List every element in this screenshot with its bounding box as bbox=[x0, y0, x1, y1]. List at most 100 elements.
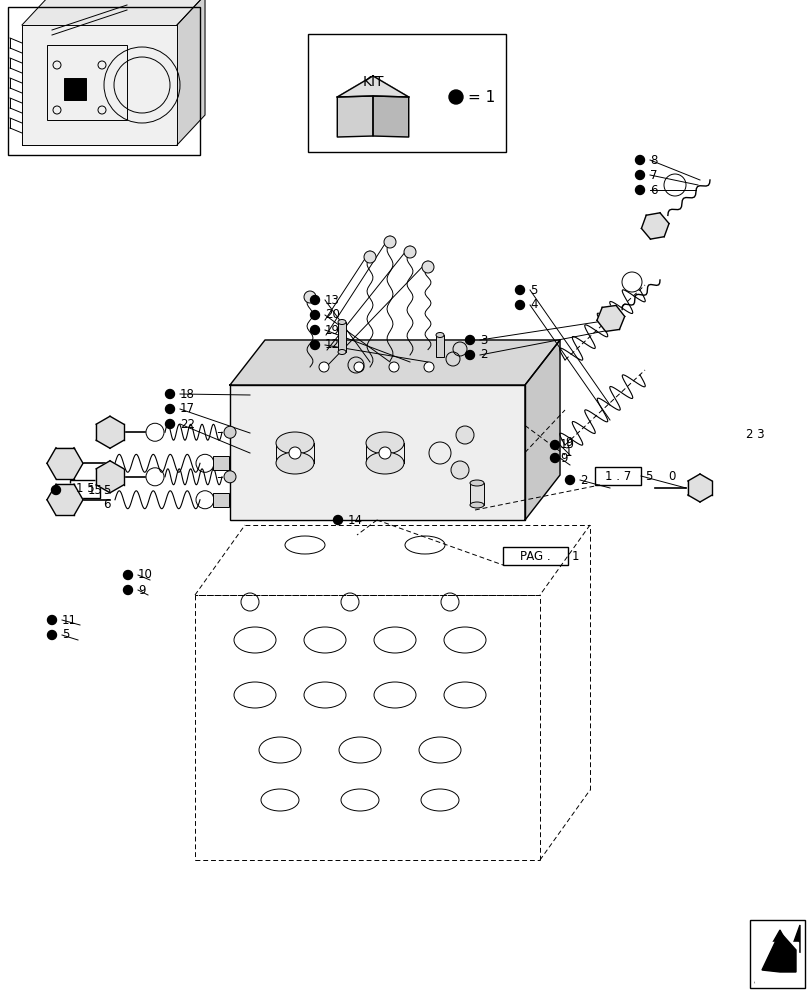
Text: 5: 5 bbox=[62, 628, 69, 642]
Text: 10: 10 bbox=[138, 568, 152, 582]
Text: 2 3: 2 3 bbox=[745, 428, 764, 442]
Polygon shape bbox=[754, 953, 799, 983]
Circle shape bbox=[635, 171, 644, 180]
Bar bbox=[749, 920, 804, 988]
Ellipse shape bbox=[470, 480, 483, 486]
Circle shape bbox=[515, 300, 524, 310]
Circle shape bbox=[384, 236, 396, 248]
Bar bbox=[307, 34, 505, 152]
Polygon shape bbox=[372, 96, 408, 137]
Text: 17: 17 bbox=[180, 402, 195, 416]
Bar bbox=[64, 78, 86, 100]
Text: 1: 1 bbox=[571, 550, 579, 562]
Text: 10: 10 bbox=[560, 438, 574, 452]
Ellipse shape bbox=[276, 452, 314, 474]
Circle shape bbox=[456, 426, 474, 444]
Text: 6: 6 bbox=[103, 498, 110, 512]
Circle shape bbox=[465, 336, 474, 344]
Text: 1: 1 bbox=[564, 446, 572, 458]
Circle shape bbox=[310, 340, 319, 350]
Text: 15: 15 bbox=[88, 484, 103, 496]
Circle shape bbox=[123, 585, 132, 594]
Ellipse shape bbox=[436, 332, 444, 338]
Polygon shape bbox=[525, 340, 560, 520]
Circle shape bbox=[404, 246, 415, 258]
Text: 19: 19 bbox=[324, 324, 340, 336]
Polygon shape bbox=[754, 930, 799, 983]
Ellipse shape bbox=[276, 432, 314, 454]
Polygon shape bbox=[230, 385, 525, 520]
Bar bbox=[8, 7, 200, 155]
Circle shape bbox=[550, 454, 559, 462]
Circle shape bbox=[47, 615, 57, 624]
Text: = 1: = 1 bbox=[467, 90, 495, 105]
Polygon shape bbox=[177, 0, 204, 145]
Text: 22: 22 bbox=[180, 418, 195, 430]
Polygon shape bbox=[96, 461, 124, 493]
Text: 13: 13 bbox=[324, 294, 340, 306]
Circle shape bbox=[422, 261, 433, 273]
Polygon shape bbox=[337, 76, 408, 118]
Text: 1 . 7: 1 . 7 bbox=[604, 470, 630, 483]
Circle shape bbox=[310, 296, 319, 304]
Bar bbox=[436, 335, 444, 357]
Polygon shape bbox=[230, 340, 560, 385]
Circle shape bbox=[450, 461, 469, 479]
Circle shape bbox=[635, 156, 644, 165]
Text: 5: 5 bbox=[644, 470, 651, 483]
Text: 0: 0 bbox=[667, 470, 675, 483]
Circle shape bbox=[123, 570, 132, 580]
Text: 5: 5 bbox=[103, 484, 110, 496]
Text: 20: 20 bbox=[324, 308, 340, 322]
Circle shape bbox=[564, 476, 574, 485]
Polygon shape bbox=[759, 942, 797, 978]
Bar bbox=[212, 493, 229, 507]
Text: 12: 12 bbox=[324, 338, 340, 352]
Text: 6: 6 bbox=[649, 184, 657, 197]
Circle shape bbox=[363, 251, 375, 263]
Polygon shape bbox=[596, 305, 624, 331]
Bar bbox=[594, 467, 640, 485]
Circle shape bbox=[635, 186, 644, 195]
Ellipse shape bbox=[470, 502, 483, 508]
Text: 4: 4 bbox=[530, 298, 537, 312]
Circle shape bbox=[303, 291, 315, 303]
Text: 5: 5 bbox=[530, 284, 537, 296]
Bar bbox=[337, 322, 345, 352]
Text: PAG .: PAG . bbox=[519, 550, 550, 562]
Polygon shape bbox=[757, 925, 799, 980]
Circle shape bbox=[310, 326, 319, 334]
Text: 9: 9 bbox=[138, 584, 145, 596]
Ellipse shape bbox=[366, 452, 404, 474]
Polygon shape bbox=[47, 448, 83, 479]
Circle shape bbox=[388, 362, 398, 372]
Bar bbox=[212, 456, 229, 470]
Circle shape bbox=[319, 362, 328, 372]
Circle shape bbox=[47, 630, 57, 640]
Circle shape bbox=[165, 420, 174, 428]
Text: 7: 7 bbox=[649, 169, 657, 182]
Polygon shape bbox=[687, 474, 711, 502]
Bar bbox=[230, 385, 525, 520]
Circle shape bbox=[289, 447, 301, 459]
Circle shape bbox=[423, 362, 433, 372]
Polygon shape bbox=[96, 416, 124, 448]
Circle shape bbox=[379, 447, 391, 459]
Circle shape bbox=[333, 516, 342, 524]
Text: 18: 18 bbox=[180, 387, 195, 400]
Bar bbox=[502, 547, 568, 565]
Ellipse shape bbox=[337, 350, 345, 355]
Text: 9: 9 bbox=[560, 452, 567, 464]
Circle shape bbox=[310, 310, 319, 320]
Circle shape bbox=[165, 404, 174, 414]
Bar bbox=[70, 480, 100, 498]
Bar bbox=[470, 483, 483, 505]
Circle shape bbox=[515, 286, 524, 294]
Text: 8: 8 bbox=[649, 154, 657, 167]
Text: 3: 3 bbox=[479, 334, 487, 347]
Ellipse shape bbox=[337, 320, 345, 324]
Circle shape bbox=[224, 426, 236, 438]
Text: 2: 2 bbox=[579, 474, 587, 487]
Circle shape bbox=[465, 351, 474, 360]
Polygon shape bbox=[761, 932, 795, 972]
